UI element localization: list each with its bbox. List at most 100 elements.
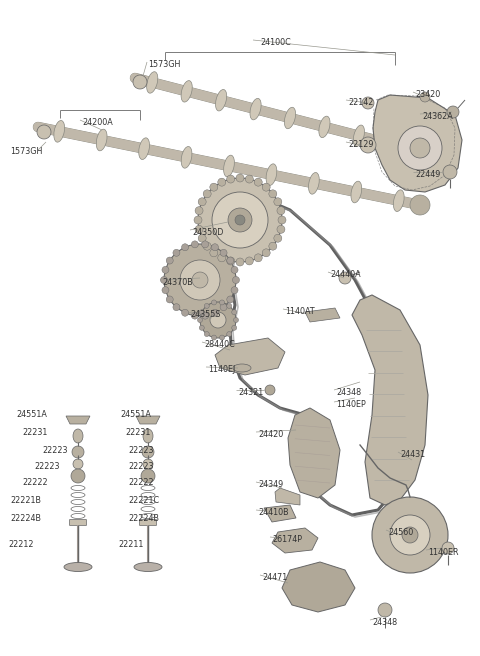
Circle shape <box>143 459 153 469</box>
Circle shape <box>204 331 209 337</box>
Circle shape <box>198 197 206 206</box>
Polygon shape <box>275 488 300 505</box>
Ellipse shape <box>309 173 319 194</box>
Circle shape <box>231 266 238 274</box>
Circle shape <box>219 300 225 305</box>
Text: 24355S: 24355S <box>190 310 220 319</box>
Circle shape <box>227 175 235 183</box>
Text: 22223: 22223 <box>128 446 154 455</box>
Circle shape <box>269 190 277 198</box>
Text: 1573GH: 1573GH <box>10 147 42 156</box>
Circle shape <box>192 241 198 248</box>
Circle shape <box>212 309 218 316</box>
Ellipse shape <box>216 89 227 111</box>
Circle shape <box>164 244 236 316</box>
Text: 22221C: 22221C <box>128 496 159 505</box>
Circle shape <box>410 138 430 158</box>
Circle shape <box>173 249 180 256</box>
Circle shape <box>227 257 235 265</box>
Ellipse shape <box>394 190 404 211</box>
Circle shape <box>339 272 351 284</box>
Circle shape <box>233 318 239 323</box>
Text: 24551A: 24551A <box>16 410 47 419</box>
Circle shape <box>262 183 270 191</box>
Text: 24348: 24348 <box>336 388 361 397</box>
Circle shape <box>195 226 203 234</box>
Text: 28440C: 28440C <box>204 340 235 349</box>
Circle shape <box>262 249 270 257</box>
Circle shape <box>420 92 430 102</box>
Text: 22129: 22129 <box>348 140 373 149</box>
Circle shape <box>203 190 211 198</box>
Text: 24321: 24321 <box>238 388 263 397</box>
Text: 26174P: 26174P <box>272 535 302 544</box>
Circle shape <box>210 249 218 257</box>
Circle shape <box>360 137 376 153</box>
Ellipse shape <box>266 164 277 186</box>
Circle shape <box>447 106 459 118</box>
Circle shape <box>231 287 238 294</box>
Circle shape <box>362 97 374 109</box>
Text: 22223: 22223 <box>34 462 60 471</box>
Circle shape <box>198 234 206 242</box>
Circle shape <box>210 312 226 328</box>
Ellipse shape <box>250 98 261 120</box>
Circle shape <box>219 335 225 340</box>
Ellipse shape <box>233 364 251 372</box>
Circle shape <box>162 287 169 294</box>
Circle shape <box>402 527 418 543</box>
Text: 22221B: 22221B <box>10 496 41 505</box>
Circle shape <box>245 257 253 265</box>
Circle shape <box>200 302 236 338</box>
Text: 24471: 24471 <box>262 573 287 582</box>
Text: 24350D: 24350D <box>192 228 223 237</box>
Polygon shape <box>272 528 318 553</box>
Text: 24560: 24560 <box>388 528 413 537</box>
Circle shape <box>227 257 234 264</box>
Circle shape <box>73 459 83 469</box>
Circle shape <box>232 325 237 331</box>
Polygon shape <box>305 308 340 322</box>
Circle shape <box>274 234 282 242</box>
Circle shape <box>443 165 457 179</box>
Circle shape <box>212 244 218 251</box>
Text: 22231: 22231 <box>22 428 48 437</box>
Text: 24431: 24431 <box>400 450 425 459</box>
Circle shape <box>232 276 240 283</box>
Circle shape <box>173 304 180 311</box>
Circle shape <box>220 304 227 311</box>
Text: 22222: 22222 <box>128 478 154 487</box>
Text: 1573GH: 1573GH <box>148 60 180 69</box>
Text: 22222: 22222 <box>22 478 48 487</box>
Circle shape <box>37 125 51 139</box>
Circle shape <box>212 335 216 340</box>
Ellipse shape <box>351 181 362 203</box>
Circle shape <box>278 216 286 224</box>
Ellipse shape <box>224 155 234 177</box>
Circle shape <box>202 241 209 248</box>
Circle shape <box>236 174 244 182</box>
Circle shape <box>227 296 234 303</box>
Text: 22224B: 22224B <box>128 514 159 523</box>
Text: 23420: 23420 <box>415 90 440 99</box>
Ellipse shape <box>319 116 330 138</box>
Circle shape <box>71 469 85 483</box>
Circle shape <box>435 148 455 168</box>
Text: 24349: 24349 <box>258 480 283 489</box>
Text: 24200A: 24200A <box>82 118 113 127</box>
Text: 22142: 22142 <box>348 98 373 107</box>
Circle shape <box>378 603 392 617</box>
Circle shape <box>162 266 169 274</box>
Circle shape <box>269 242 277 250</box>
Ellipse shape <box>353 125 364 146</box>
Circle shape <box>180 260 220 300</box>
Circle shape <box>192 272 208 288</box>
Text: 24420: 24420 <box>258 430 283 439</box>
Circle shape <box>277 226 285 234</box>
Circle shape <box>274 197 282 206</box>
Text: 24370B: 24370B <box>162 278 193 287</box>
Polygon shape <box>352 295 428 505</box>
Circle shape <box>166 257 173 264</box>
Circle shape <box>194 216 202 224</box>
Text: 22449: 22449 <box>415 170 440 179</box>
